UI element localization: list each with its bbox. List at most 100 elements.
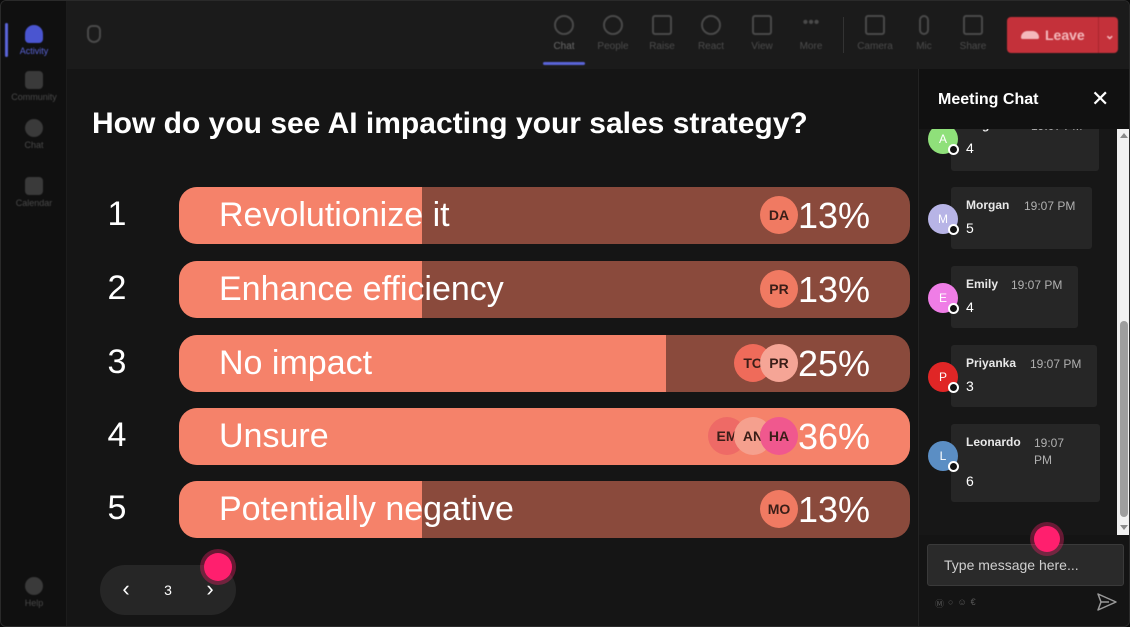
- poll-pager: ‹ 3 ›: [100, 565, 236, 615]
- chat-header: Meeting Chat ✕: [919, 69, 1129, 129]
- avatar-initial: L: [939, 449, 947, 463]
- chat-button-label: Chat: [553, 41, 575, 52]
- raise-button-label: Raise: [649, 41, 675, 52]
- scroll-up-arrow[interactable]: [1120, 133, 1128, 138]
- option-label: No impact: [219, 344, 373, 382]
- scroll-down-arrow[interactable]: [1120, 525, 1128, 530]
- option-label: Enhance efficiency: [219, 270, 504, 308]
- rail-item-calendar[interactable]: Calendar: [1, 167, 67, 217]
- raise-hand-button[interactable]: Raise: [639, 11, 685, 61]
- gif-icon[interactable]: €: [970, 597, 976, 607]
- chat-title: Meeting Chat: [938, 91, 1039, 108]
- close-icon[interactable]: ✕: [1091, 86, 1110, 111]
- poll-option-bar[interactable]: Revolutionize it DA 13%: [179, 187, 910, 244]
- share-button[interactable]: Share: [950, 11, 996, 61]
- camera-icon: [865, 15, 885, 35]
- option-number: 1: [107, 195, 127, 233]
- poll-option-bar[interactable]: Unsure EM AN HA 36%: [179, 408, 910, 465]
- avatar-initial: M: [938, 212, 948, 226]
- grid-icon: [752, 15, 772, 35]
- rail-item-label: Activity: [19, 45, 49, 56]
- poll-option-bar[interactable]: Enhance efficiency PR 13%: [179, 261, 910, 318]
- rail-item-label: Chat: [24, 139, 44, 150]
- shield-icon: [87, 25, 101, 43]
- chevron-left-icon[interactable]: ‹: [122, 576, 130, 601]
- option-label: Unsure: [219, 417, 329, 455]
- bell-icon: [25, 24, 43, 43]
- chat-message[interactable]: Priyanka 19:07 PM 3: [951, 345, 1097, 407]
- sender-name: Angelina: [966, 129, 1017, 132]
- people-button-label: People: [597, 41, 629, 52]
- message-text: 3: [966, 378, 974, 394]
- presence-status-icon: [948, 224, 959, 235]
- click-indicator: [204, 553, 232, 581]
- send-icon[interactable]: [1097, 593, 1117, 611]
- avatar: MO: [760, 490, 798, 528]
- chat-scrollbar[interactable]: [1117, 129, 1129, 535]
- mic-button[interactable]: Mic: [901, 11, 947, 61]
- poll-option-bar[interactable]: Potentially negative MO 13%: [179, 481, 910, 538]
- chat-avatar[interactable]: P: [928, 362, 959, 393]
- rail-item-help[interactable]: Help: [1, 567, 67, 617]
- chevron-right-icon[interactable]: ›: [206, 576, 214, 601]
- presence-status-icon: [948, 303, 959, 314]
- more-button[interactable]: ••• More: [788, 11, 834, 61]
- chat-avatar[interactable]: M: [928, 204, 959, 235]
- option-label: Potentially negative: [219, 490, 514, 528]
- scrollbar-thumb[interactable]: [1120, 321, 1128, 517]
- leave-button-label: Leave: [1045, 27, 1085, 43]
- option-number: 4: [107, 416, 127, 454]
- more-button-label: More: [799, 41, 823, 52]
- hand-icon: [652, 15, 672, 35]
- toolbar-divider: [843, 17, 844, 53]
- voter-avatars: TO PR: [734, 344, 798, 382]
- microphone-icon: [919, 15, 929, 35]
- chat-message-list: Angelina 19:07 PM 4 A Morgan 19:07 PM 5 M Emily 1…: [919, 129, 1129, 535]
- chat-message[interactable]: Angelina 19:07 PM 4: [951, 129, 1099, 171]
- help-icon: [25, 576, 43, 595]
- voter-avatars: MO: [760, 490, 798, 528]
- sender-name: Priyanka: [966, 356, 1017, 370]
- chevron-down-icon[interactable]: ⌄: [1104, 28, 1115, 42]
- camera-button[interactable]: Camera: [852, 11, 898, 61]
- calendar-icon: [25, 176, 43, 195]
- leave-button[interactable]: Leave ⌄: [1007, 17, 1118, 53]
- person-icon: [603, 15, 623, 35]
- meeting-chat-panel: Meeting Chat ✕ Angelina 19:07 PM 4 A Morgan 1…: [918, 69, 1129, 626]
- mic-button-label: Mic: [916, 41, 932, 52]
- share-button-label: Share: [959, 41, 987, 52]
- rail-item-community[interactable]: Community: [1, 61, 67, 111]
- avatar: HA: [760, 417, 798, 455]
- chat-message[interactable]: Emily 19:07 PM 4: [951, 266, 1078, 328]
- meeting-toolbar: Chat People Raise React View ••• More Ca…: [67, 1, 1129, 69]
- format-icon[interactable]: Ⓜ: [935, 599, 945, 609]
- view-button[interactable]: View: [739, 11, 785, 61]
- chat-message[interactable]: Morgan 19:07 PM 5: [951, 187, 1092, 249]
- react-button[interactable]: React: [688, 11, 734, 61]
- people-button[interactable]: People: [590, 11, 636, 61]
- voter-avatars: EM AN HA: [708, 417, 798, 455]
- option-percentage: 25%: [797, 343, 870, 384]
- app-rail: Activity Community Chat Calendar Help: [1, 1, 67, 626]
- chat-avatar[interactable]: E: [928, 283, 959, 314]
- chat-avatar[interactable]: A: [928, 129, 959, 155]
- poll-option-bar[interactable]: No impact TO PR 25%: [179, 335, 910, 392]
- attach-icon[interactable]: ○: [948, 597, 954, 607]
- rail-item-activity[interactable]: Activity: [1, 15, 67, 65]
- presence-status-icon: [948, 382, 959, 393]
- option-fill: [179, 481, 423, 538]
- chat-button[interactable]: Chat: [541, 11, 587, 65]
- option-number: 3: [107, 343, 127, 381]
- emoji-icon[interactable]: ☺: [957, 597, 967, 607]
- format-toolbar: Ⓜ ○ ☺ €: [935, 597, 976, 610]
- option-number: 2: [107, 269, 127, 307]
- avatar: PR: [760, 270, 798, 308]
- chat-icon: [25, 118, 43, 137]
- chat-message-input[interactable]: [927, 544, 1124, 586]
- chat-avatar[interactable]: L: [928, 441, 959, 472]
- poll-stage: How do you see AI impacting your sales s…: [67, 69, 917, 626]
- message-text: 5: [966, 220, 974, 236]
- message-time: 19:07 PM: [1034, 436, 1065, 467]
- rail-item-chat[interactable]: Chat: [1, 109, 67, 159]
- chat-message[interactable]: Leonardo 19:07 PM 6: [951, 424, 1100, 502]
